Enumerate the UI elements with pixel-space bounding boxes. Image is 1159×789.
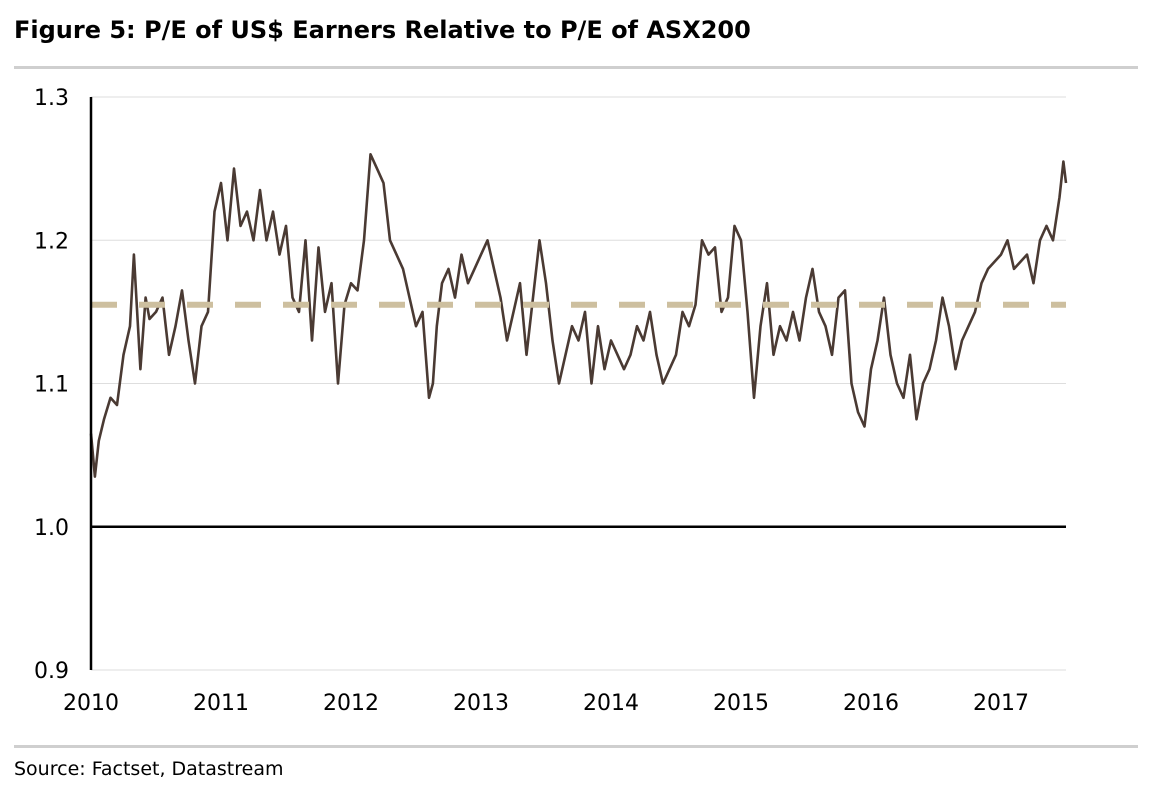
x-tick-label: 2014 [583, 691, 639, 716]
y-tick-label: 0.9 [34, 659, 69, 684]
y-tick-label: 1.3 [34, 86, 69, 111]
series-line [89, 153, 1068, 478]
x-tick-label: 2010 [63, 691, 119, 716]
x-tick-label: 2017 [973, 691, 1029, 716]
y-axis-ticks: 1.3 1.2 1.1 1.0 0.9 [34, 86, 69, 684]
y-tick-label: 1.0 [34, 516, 69, 541]
y-tick-label: 1.2 [34, 229, 69, 254]
x-tick-label: 2013 [453, 691, 509, 716]
chart-title: Figure 5: P/E of US$ Earners Relative to… [14, 16, 751, 44]
source-note: Source: Factset, Datastream [14, 758, 284, 780]
axes [89, 97, 1066, 670]
series-group [89, 153, 1068, 478]
bottom-divider [14, 745, 1138, 748]
y-tick-label: 1.1 [34, 373, 69, 398]
top-divider [14, 66, 1138, 69]
x-tick-label: 2015 [713, 691, 769, 716]
x-tick-label: 2011 [193, 691, 249, 716]
x-tick-label: 2012 [323, 691, 379, 716]
x-tick-label: 2016 [843, 691, 899, 716]
x-axis-ticks: 2010 2011 2012 2013 2014 2015 2016 2017 [63, 691, 1029, 716]
gridlines [91, 96, 1066, 671]
